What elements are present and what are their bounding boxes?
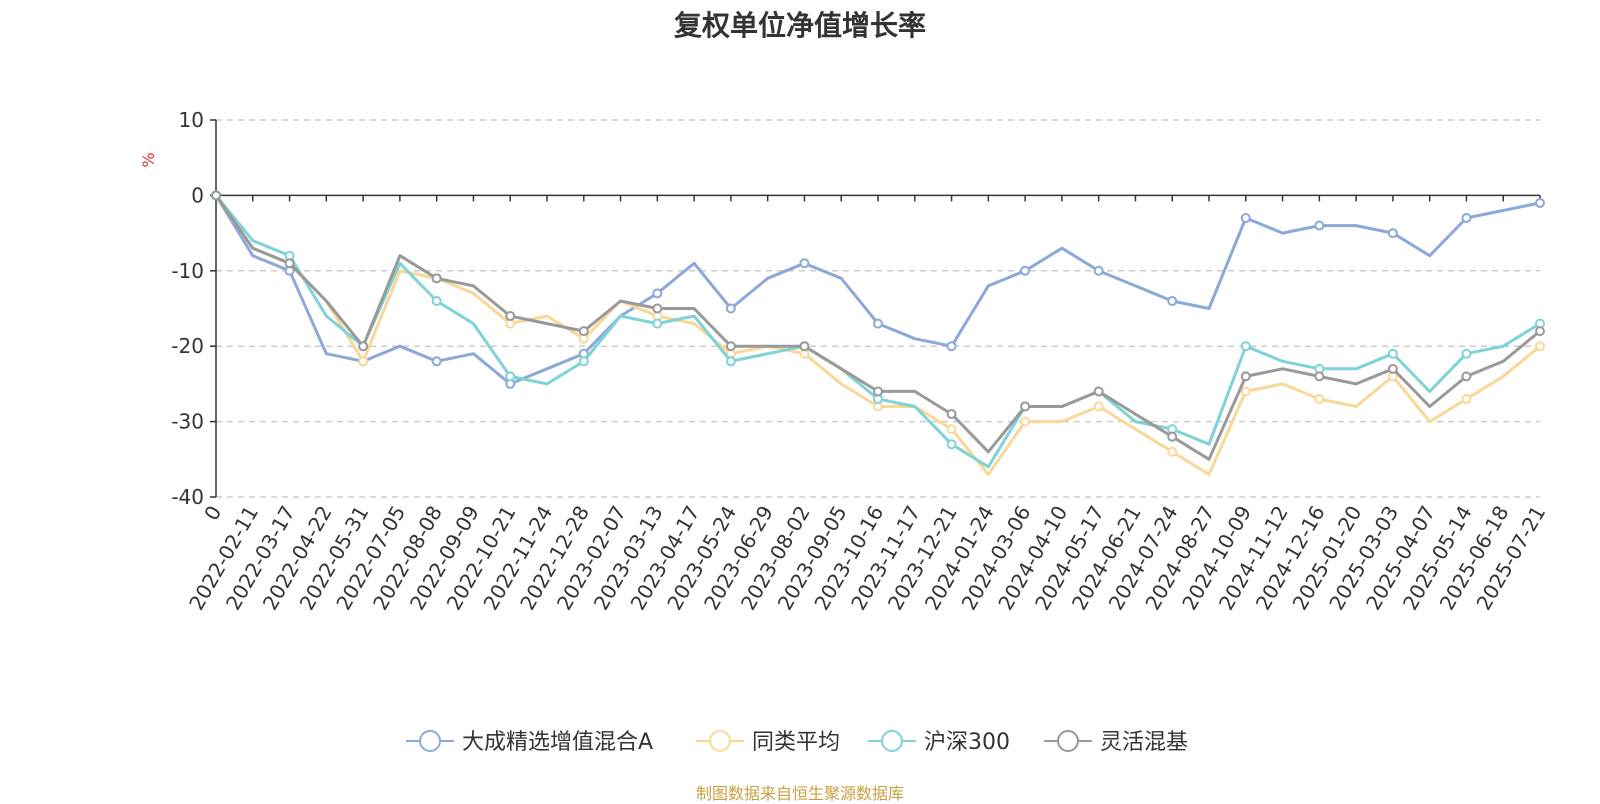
data-point <box>1461 371 1472 382</box>
data-point <box>873 318 883 329</box>
data-point <box>211 190 221 201</box>
data-point <box>431 356 442 367</box>
data-point <box>1314 393 1325 404</box>
legend-label: 大成精选增值混合A <box>462 730 653 755</box>
data-point <box>1535 341 1545 352</box>
data-point <box>1387 348 1398 359</box>
data-point <box>431 295 442 306</box>
data-point <box>1314 220 1325 231</box>
series-line-2 <box>214 193 1542 469</box>
legend-item-0[interactable]: 大成精选增值混合A <box>406 730 653 755</box>
data-point <box>1167 446 1178 457</box>
data-point <box>946 341 957 352</box>
x-tick-label: 0 <box>199 502 226 525</box>
y-tick-label: -30 <box>171 410 204 434</box>
data-point <box>1093 401 1104 412</box>
legend[interactable]: 大成精选增值混合A 同类平均 沪深300 灵活混基 <box>406 730 1188 755</box>
legend-label: 灵活混基 <box>1100 730 1188 755</box>
data-point <box>946 439 957 450</box>
data-point <box>946 409 957 420</box>
grid-lines <box>216 119 1540 498</box>
legend-marker <box>1057 730 1079 752</box>
data-point <box>1093 386 1104 397</box>
data-point <box>1535 197 1545 208</box>
y-axis-unit-label: % <box>139 152 158 167</box>
y-tick-label: -10 <box>171 259 204 283</box>
data-point <box>652 288 663 299</box>
source-note: 制图数据来自恒生聚源数据库 <box>695 784 904 803</box>
legend-marker <box>881 730 903 752</box>
data-point <box>652 318 663 329</box>
chart-title: 复权单位净值增长率 <box>673 9 926 42</box>
axes: 100-10-20-30-4002022-02-112022-03-172022… <box>171 108 1550 614</box>
data-point <box>873 386 883 397</box>
legend-marker <box>419 730 441 752</box>
legend-label: 同类平均 <box>752 730 840 755</box>
data-point <box>1167 295 1178 306</box>
y-tick-label: -40 <box>171 485 204 509</box>
y-tick-label: 0 <box>191 183 204 207</box>
data-point <box>505 371 516 382</box>
data-point <box>1240 371 1251 382</box>
series-line-1 <box>214 193 1542 476</box>
series-lines <box>211 190 1545 476</box>
data-point <box>725 341 736 352</box>
data-point <box>1020 401 1031 412</box>
data-point <box>284 258 295 269</box>
data-point <box>1020 265 1031 276</box>
series-line-0 <box>214 193 1542 386</box>
legend-marker <box>709 730 731 752</box>
data-point <box>1240 341 1251 352</box>
data-point <box>578 326 589 337</box>
data-point <box>1093 265 1104 276</box>
legend-item-2[interactable]: 沪深300 <box>868 730 1010 755</box>
data-point <box>1387 363 1398 374</box>
data-point <box>725 303 736 314</box>
data-point <box>578 356 589 367</box>
data-point <box>505 311 516 322</box>
data-point <box>799 258 810 269</box>
data-point <box>1461 213 1472 224</box>
y-tick-label: 10 <box>179 108 204 132</box>
data-point <box>946 424 957 435</box>
data-point <box>1240 213 1251 224</box>
data-point <box>1020 416 1031 427</box>
data-point <box>799 341 810 352</box>
legend-item-1[interactable]: 同类平均 <box>696 730 840 755</box>
y-tick-label: -20 <box>171 334 204 358</box>
data-point <box>1314 371 1325 382</box>
data-point <box>358 356 369 367</box>
data-point <box>1535 326 1545 337</box>
legend-label: 沪深300 <box>924 730 1010 755</box>
data-point <box>1461 393 1472 404</box>
legend-item-3[interactable]: 灵活混基 <box>1044 730 1188 755</box>
data-point <box>652 303 663 314</box>
data-point <box>1240 386 1251 397</box>
data-point <box>1461 348 1472 359</box>
data-point <box>725 356 736 367</box>
data-point <box>1167 431 1178 442</box>
data-point <box>358 341 369 352</box>
data-point <box>431 273 442 284</box>
data-point <box>1387 228 1398 239</box>
